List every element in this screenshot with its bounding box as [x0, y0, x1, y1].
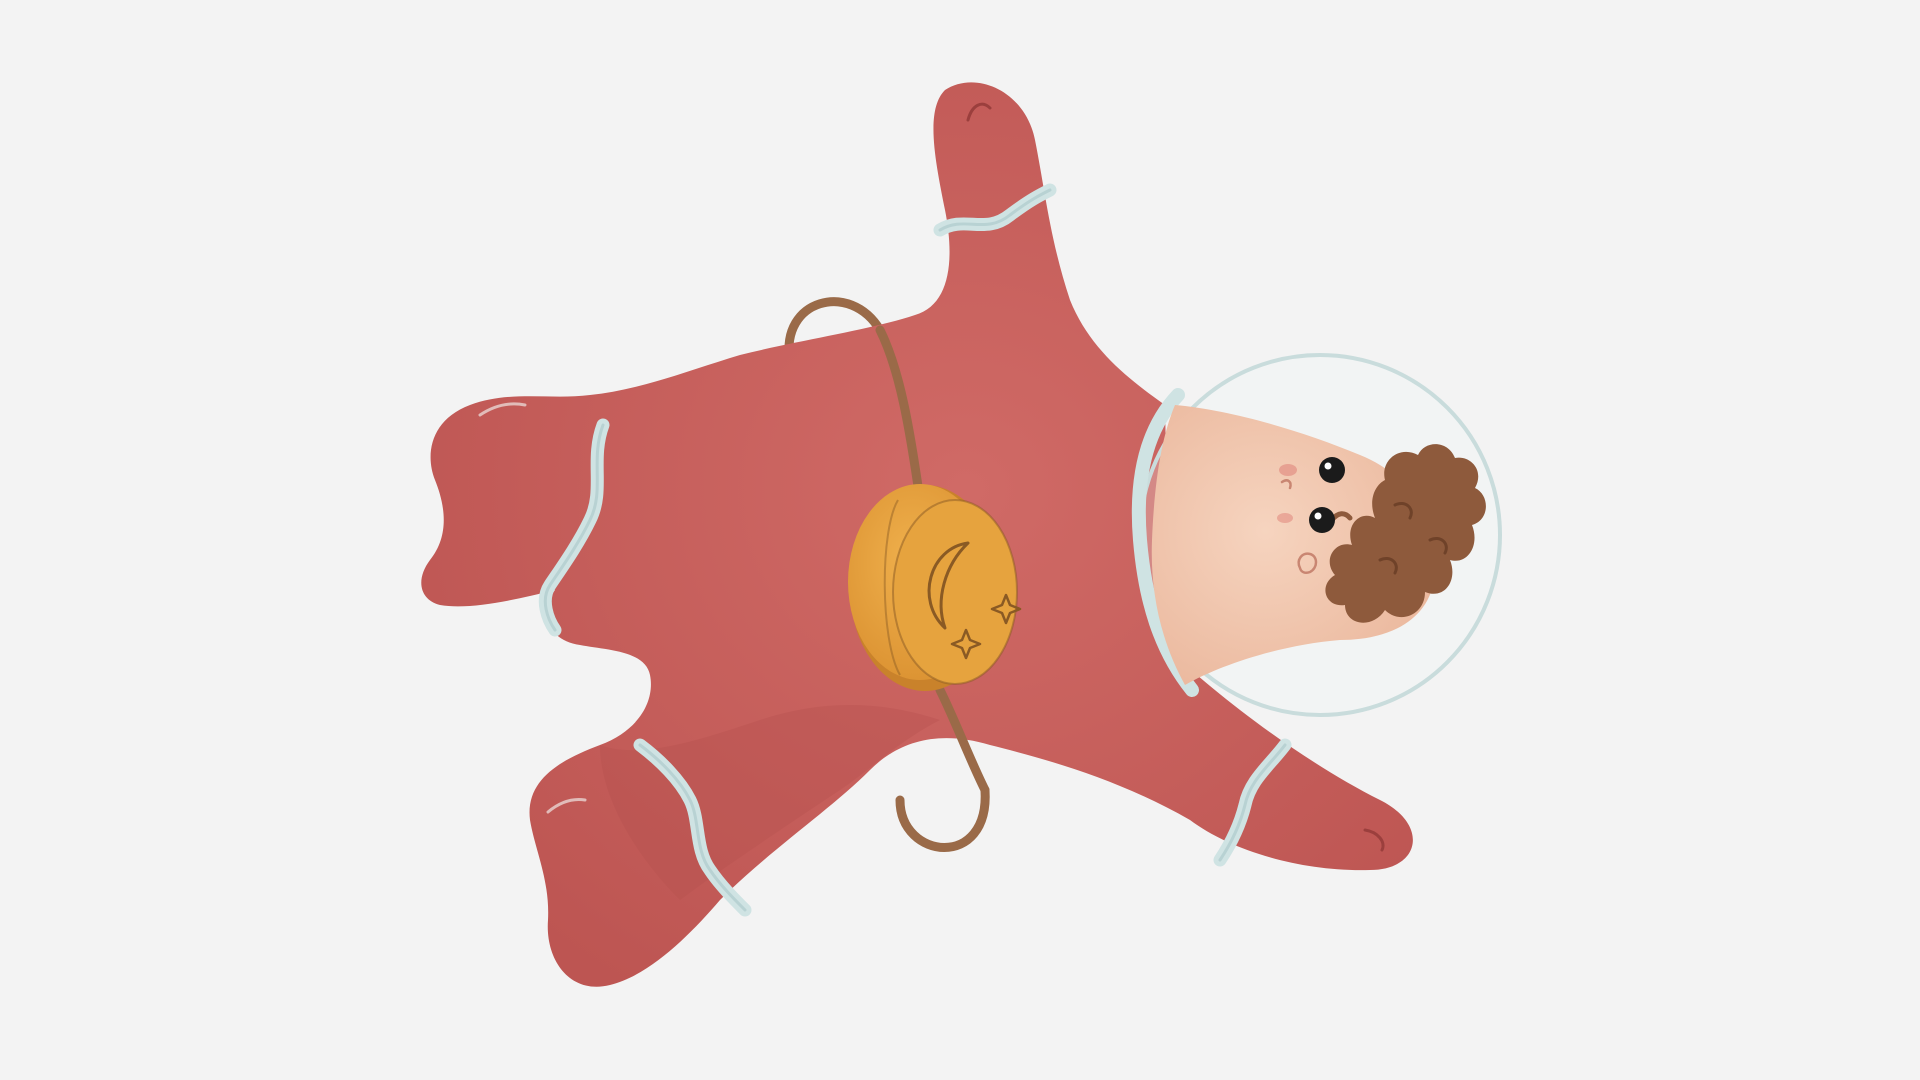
eye-left [1319, 457, 1345, 483]
suit-detail-bottom [1363, 828, 1385, 852]
cheek-left [1279, 464, 1297, 476]
suit-detail-top [966, 102, 992, 122]
helmet-collar [1131, 388, 1199, 697]
strap-front-top [875, 325, 925, 505]
strap-top-loop [784, 297, 885, 365]
sparkle-star-icon [990, 593, 1022, 625]
strap-bottom-loop [895, 785, 990, 852]
sparkle-star-icon [950, 628, 982, 660]
astronaut-nose [1280, 479, 1292, 490]
astronaut-ear [1297, 552, 1318, 575]
eye-right [1309, 507, 1335, 533]
suit-shadow [600, 705, 940, 900]
strap-front-bottom [935, 685, 990, 795]
cheek-right [1277, 513, 1293, 523]
astronaut-hair [1325, 444, 1486, 623]
crescent-moon-icon [927, 541, 970, 630]
